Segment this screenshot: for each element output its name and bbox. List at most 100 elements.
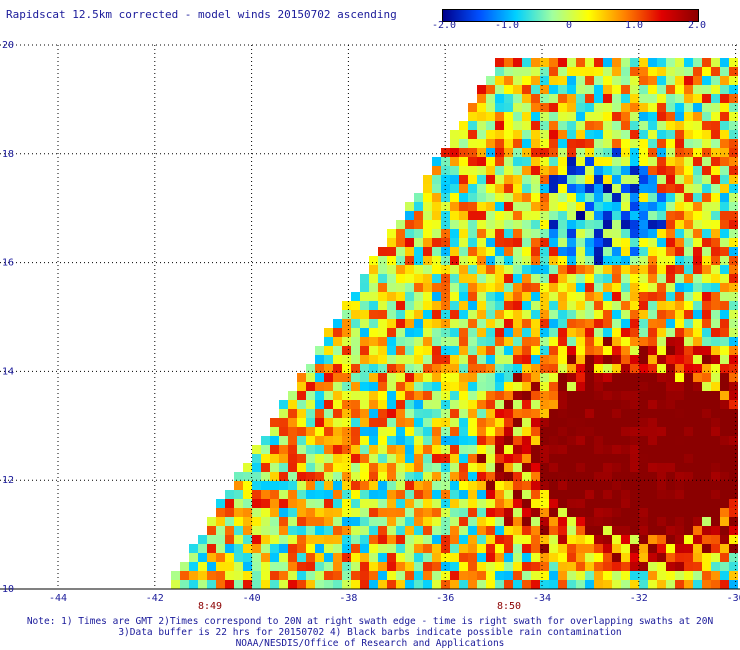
data-cell (603, 76, 612, 85)
data-cell (486, 193, 495, 202)
data-cell (639, 247, 648, 256)
data-cell (648, 85, 657, 94)
data-cell (180, 580, 189, 589)
data-cell (378, 247, 387, 256)
data-cell (387, 364, 396, 373)
data-cell (720, 301, 729, 310)
data-cell (531, 526, 540, 535)
data-cell (351, 580, 360, 589)
data-cell (576, 337, 585, 346)
data-cell (702, 202, 711, 211)
data-cell (621, 301, 630, 310)
data-cell (693, 526, 702, 535)
data-cell (369, 328, 378, 337)
data-cell (558, 508, 567, 517)
data-cell (576, 382, 585, 391)
data-cell (720, 292, 729, 301)
data-cell (360, 292, 369, 301)
data-cell (675, 409, 684, 418)
data-cell (549, 490, 558, 499)
data-cell (513, 184, 522, 193)
data-cell (414, 364, 423, 373)
data-cell (603, 571, 612, 580)
data-cell (279, 400, 288, 409)
data-cell (711, 166, 720, 175)
data-cell (612, 220, 621, 229)
data-cell (594, 229, 603, 238)
data-cell (693, 580, 702, 589)
data-cell (504, 364, 513, 373)
data-cell (675, 337, 684, 346)
data-cell (693, 328, 702, 337)
data-cell (693, 139, 702, 148)
data-cell (495, 427, 504, 436)
data-cell (495, 184, 504, 193)
data-cell (513, 346, 522, 355)
data-cell (639, 112, 648, 121)
data-cell (675, 67, 684, 76)
data-cell (567, 535, 576, 544)
data-cell (414, 517, 423, 526)
data-cell (243, 544, 252, 553)
data-cell (396, 553, 405, 562)
data-cell (711, 562, 720, 571)
data-cell (612, 76, 621, 85)
data-cell (459, 400, 468, 409)
data-cell (333, 562, 342, 571)
data-cell (495, 346, 504, 355)
data-cell (378, 427, 387, 436)
data-cell (423, 436, 432, 445)
data-cell (630, 517, 639, 526)
data-cell (522, 373, 531, 382)
data-cell (216, 499, 225, 508)
data-cell (477, 427, 486, 436)
data-cell (378, 562, 387, 571)
data-cell (684, 553, 693, 562)
data-cell (333, 499, 342, 508)
data-cell (549, 481, 558, 490)
data-cell (603, 202, 612, 211)
data-cell (342, 355, 351, 364)
data-cell (549, 283, 558, 292)
data-cell (720, 184, 729, 193)
data-cell (630, 337, 639, 346)
data-cell (387, 301, 396, 310)
data-cell (603, 67, 612, 76)
data-cell (522, 220, 531, 229)
data-cell (297, 382, 306, 391)
data-cell (522, 472, 531, 481)
data-cell (603, 310, 612, 319)
data-cell (612, 508, 621, 517)
data-cell (522, 526, 531, 535)
data-cell (684, 391, 693, 400)
data-cell (567, 571, 576, 580)
data-cell (558, 58, 567, 67)
data-cell (432, 364, 441, 373)
data-cell (675, 265, 684, 274)
data-cell (612, 364, 621, 373)
data-cell (396, 400, 405, 409)
data-cell (405, 562, 414, 571)
data-cell (504, 508, 513, 517)
data-cell (450, 517, 459, 526)
data-cell (711, 445, 720, 454)
data-cell (558, 454, 567, 463)
data-cell (612, 436, 621, 445)
data-cell (576, 481, 585, 490)
data-cell (603, 445, 612, 454)
data-cell (540, 157, 549, 166)
data-cell (522, 436, 531, 445)
data-cell (423, 382, 432, 391)
data-cell (405, 481, 414, 490)
data-cell (396, 274, 405, 283)
data-cell (477, 571, 486, 580)
data-cell (666, 427, 675, 436)
data-cell (657, 292, 666, 301)
data-cell (630, 301, 639, 310)
data-cell (675, 166, 684, 175)
data-cell (621, 553, 630, 562)
data-cell (540, 85, 549, 94)
data-cell (414, 472, 423, 481)
data-cell (495, 382, 504, 391)
